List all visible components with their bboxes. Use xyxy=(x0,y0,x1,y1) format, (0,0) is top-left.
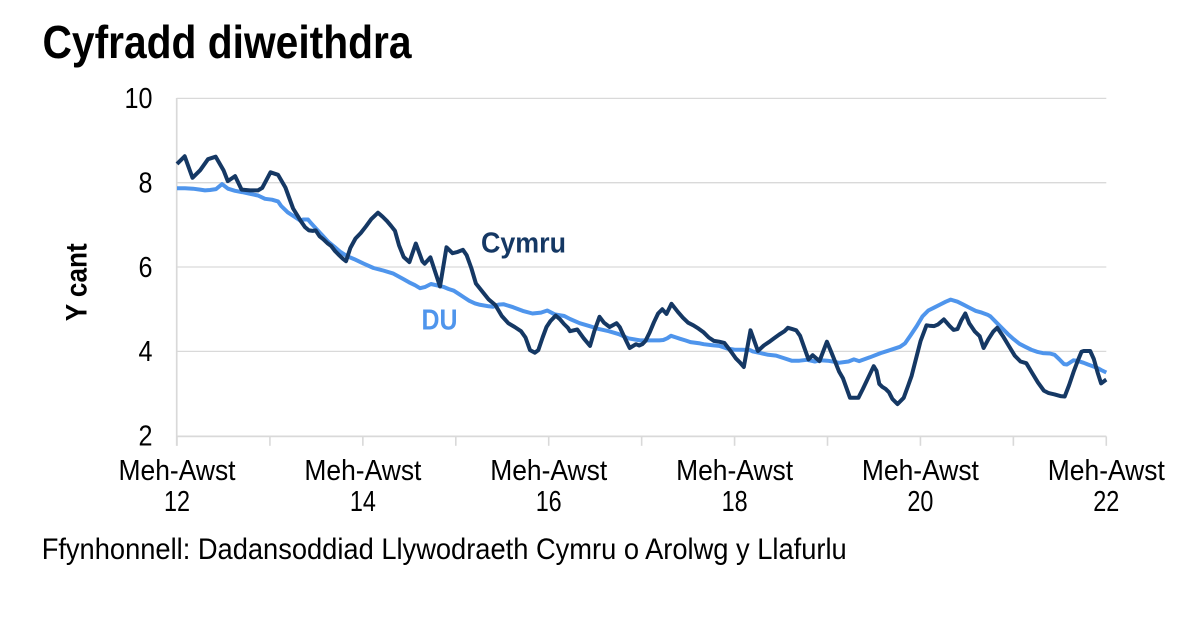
svg-text:Cyfradd diweithdra: Cyfradd diweithdra xyxy=(43,16,412,68)
svg-text:16: 16 xyxy=(536,486,562,518)
svg-text:Meh-Awst: Meh-Awst xyxy=(490,455,607,487)
svg-text:Y cant: Y cant xyxy=(61,243,94,321)
svg-text:Meh-Awst: Meh-Awst xyxy=(676,455,793,487)
svg-text:Meh-Awst: Meh-Awst xyxy=(304,455,421,487)
svg-text:6: 6 xyxy=(139,252,153,284)
svg-text:4: 4 xyxy=(139,336,153,368)
svg-text:18: 18 xyxy=(722,486,748,518)
svg-text:Meh-Awst: Meh-Awst xyxy=(862,455,979,487)
svg-text:Meh-Awst: Meh-Awst xyxy=(119,455,236,487)
svg-text:Ffynhonnell: Dadansoddiad Llyw: Ffynhonnell: Dadansoddiad Llywodraeth Cy… xyxy=(42,533,847,566)
svg-text:DU: DU xyxy=(422,305,458,337)
svg-text:8: 8 xyxy=(139,168,153,200)
svg-text:12: 12 xyxy=(164,486,190,518)
svg-text:2: 2 xyxy=(139,421,153,453)
svg-text:22: 22 xyxy=(1093,486,1119,518)
svg-text:10: 10 xyxy=(125,83,153,115)
svg-text:Meh-Awst: Meh-Awst xyxy=(1048,455,1165,487)
svg-text:20: 20 xyxy=(907,486,933,518)
svg-text:Cymru: Cymru xyxy=(481,228,566,260)
svg-text:14: 14 xyxy=(350,486,376,518)
